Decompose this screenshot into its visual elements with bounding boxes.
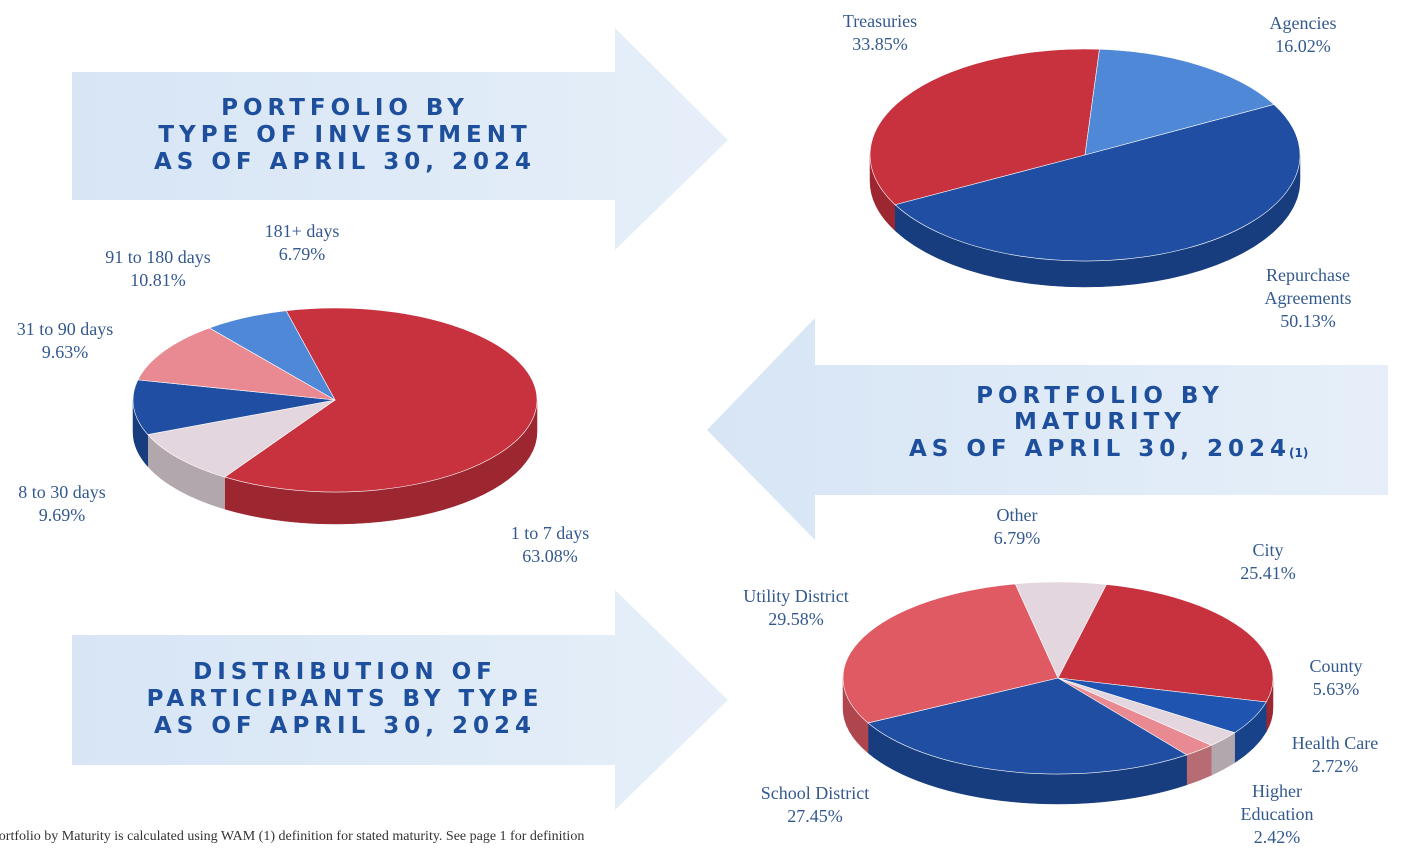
value-label: 6.79% <box>993 528 1041 548</box>
category-label: County <box>1309 656 1363 676</box>
pie-slice <box>224 307 538 493</box>
value-label: 6.79% <box>278 244 326 264</box>
data-label: Utility District 29.58% <box>743 585 849 631</box>
pie-slice <box>132 379 336 435</box>
category-label: Treasuries <box>842 11 918 31</box>
value-label: 29.58% <box>768 609 824 629</box>
data-label: 91 to 180 days 10.81% <box>105 246 211 292</box>
pie-slice <box>869 48 1100 206</box>
pie-slice <box>894 104 1301 262</box>
chart-title: DISTRIBUTION OF <box>193 659 497 685</box>
category-label: Health Care <box>1291 733 1379 753</box>
data-label: 181+ days 6.79% <box>265 220 340 266</box>
pie-slice <box>1084 48 1275 156</box>
pie-slice <box>208 310 336 401</box>
chart-title: PARTICIPANTS BY TYPE <box>147 686 544 712</box>
chart-title: AS OF APRIL 30, 2024 <box>154 713 536 739</box>
data-label: City 25.41% <box>1240 539 1296 585</box>
value-label: 9.63% <box>41 342 89 362</box>
category-label: 31 to 90 days <box>16 319 114 339</box>
data-label: 8 to 30 days 9.69% <box>18 481 106 527</box>
category-label: Agencies <box>1269 13 1337 33</box>
category-label: 8 to 30 days <box>18 482 106 502</box>
arrow <box>72 590 728 810</box>
value-label: 63.08% <box>522 546 578 566</box>
value-label: 25.41% <box>1240 563 1296 583</box>
category-label: 1 to 7 days <box>510 523 590 543</box>
data-label: Higher Education 2.42% <box>1222 780 1332 849</box>
pie-slice <box>147 399 336 478</box>
chart-title: AS OF APRIL 30, 2024 <box>909 436 1291 462</box>
category-label: Repurchase Agreements <box>1264 265 1352 308</box>
value-label: 5.63% <box>1312 679 1360 699</box>
chart-title: TYPE OF INVESTMENT <box>158 122 531 148</box>
value-label: 16.02% <box>1275 36 1331 56</box>
pie-slice <box>1057 584 1274 703</box>
footnote: Portfolio by Maturity is calculated usin… <box>0 829 585 844</box>
category-label: School District <box>760 783 870 803</box>
data-label: Health Care 2.72% <box>1292 732 1378 778</box>
data-label: School District 27.45% <box>761 782 870 828</box>
category-label: 181+ days <box>264 221 340 241</box>
value-label: 10.81% <box>130 270 186 290</box>
value-label: 2.42% <box>1253 827 1301 847</box>
pie-slice <box>137 327 336 401</box>
value-label: 2.72% <box>1311 756 1359 776</box>
category-label: 91 to 180 days <box>105 247 211 267</box>
pie-slice <box>1014 581 1107 679</box>
title-note: (1) <box>1289 446 1308 460</box>
category-label: Utility District <box>743 586 849 606</box>
category-label: Higher Education <box>1240 781 1314 824</box>
value-label: 27.45% <box>787 806 843 826</box>
data-label: Treasuries 33.85% <box>843 10 917 56</box>
value-label: 50.13% <box>1280 311 1336 331</box>
data-label: Agencies 16.02% <box>1270 12 1337 58</box>
pie-slice <box>842 583 1059 724</box>
chart-title: PORTFOLIO BY <box>221 95 469 121</box>
data-label: 31 to 90 days 9.63% <box>17 318 114 364</box>
category-label: City <box>1252 540 1284 560</box>
arrow <box>72 28 728 250</box>
value-label: 33.85% <box>852 34 908 54</box>
chart-title: MATURITY <box>1014 409 1186 435</box>
data-label: Repurchase Agreements 50.13% <box>1243 264 1373 333</box>
category-label: Other <box>996 505 1038 525</box>
chart-title: AS OF APRIL 30, 2024 <box>154 149 536 175</box>
data-label: County 5.63% <box>1309 655 1362 701</box>
data-label: 1 to 7 days 63.08% <box>511 522 590 568</box>
arrow <box>707 318 1388 540</box>
chart-title: PORTFOLIO BY <box>976 383 1224 409</box>
value-label: 9.69% <box>38 505 86 525</box>
pie-slice <box>867 677 1188 775</box>
data-label: Other 6.79% <box>994 504 1041 550</box>
